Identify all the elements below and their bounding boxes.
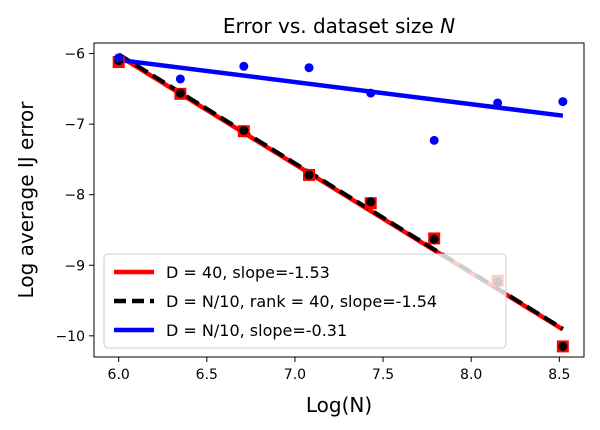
data-point-series-1 — [304, 170, 314, 180]
data-point-series-2 — [114, 53, 124, 63]
plot-frame — [93, 42, 585, 358]
legend-box — [103, 253, 507, 349]
x-tick-label: 8.0 — [460, 367, 482, 383]
fit-line-series-1 — [117, 52, 564, 331]
data-point-series-2 — [175, 74, 185, 84]
y-tick-label: −6 — [64, 47, 85, 63]
data-point-series-1 — [175, 88, 185, 98]
y-tick-label: −9 — [64, 258, 85, 274]
data-point-series-2 — [304, 63, 314, 73]
legend: D = 40, slope=-1.53 D = N/10, rank = 40, … — [103, 253, 507, 349]
data-point-series-2 — [366, 88, 376, 98]
x-tick-label: 7.0 — [284, 367, 306, 383]
y-tick-label: −7 — [64, 117, 85, 133]
x-tick-label: 6.0 — [108, 367, 130, 383]
data-point-series-1 — [366, 197, 376, 207]
fit-line-series-2 — [118, 57, 564, 118]
x-axis-label: Log(N) — [306, 393, 372, 417]
legend-label-series-0: D = 40, slope=-1.53 — [166, 263, 330, 282]
x-tick-label: 8.5 — [548, 367, 570, 383]
x-tick-label: 6.5 — [196, 367, 218, 383]
data-point-series-1 — [429, 234, 439, 244]
chart-title: Error vs. dataset size N — [223, 14, 455, 38]
y-tick-label: −8 — [64, 188, 85, 204]
data-point-series-2 — [429, 135, 439, 145]
data-point-series-2 — [558, 97, 568, 107]
data-point-series-1 — [558, 341, 568, 351]
x-tick-label: 7.5 — [372, 367, 394, 383]
legend-label-series-2: D = N/10, slope=-0.31 — [166, 321, 347, 340]
data-point-series-2 — [239, 61, 249, 71]
legend-label-series-1: D = N/10, rank = 40, slope=-1.54 — [166, 292, 437, 311]
y-tick-label: −10 — [55, 329, 85, 345]
data-point-series-2 — [493, 98, 503, 108]
data-point-series-1 — [239, 125, 249, 135]
y-axis-label: Log average IJ error — [14, 101, 38, 299]
